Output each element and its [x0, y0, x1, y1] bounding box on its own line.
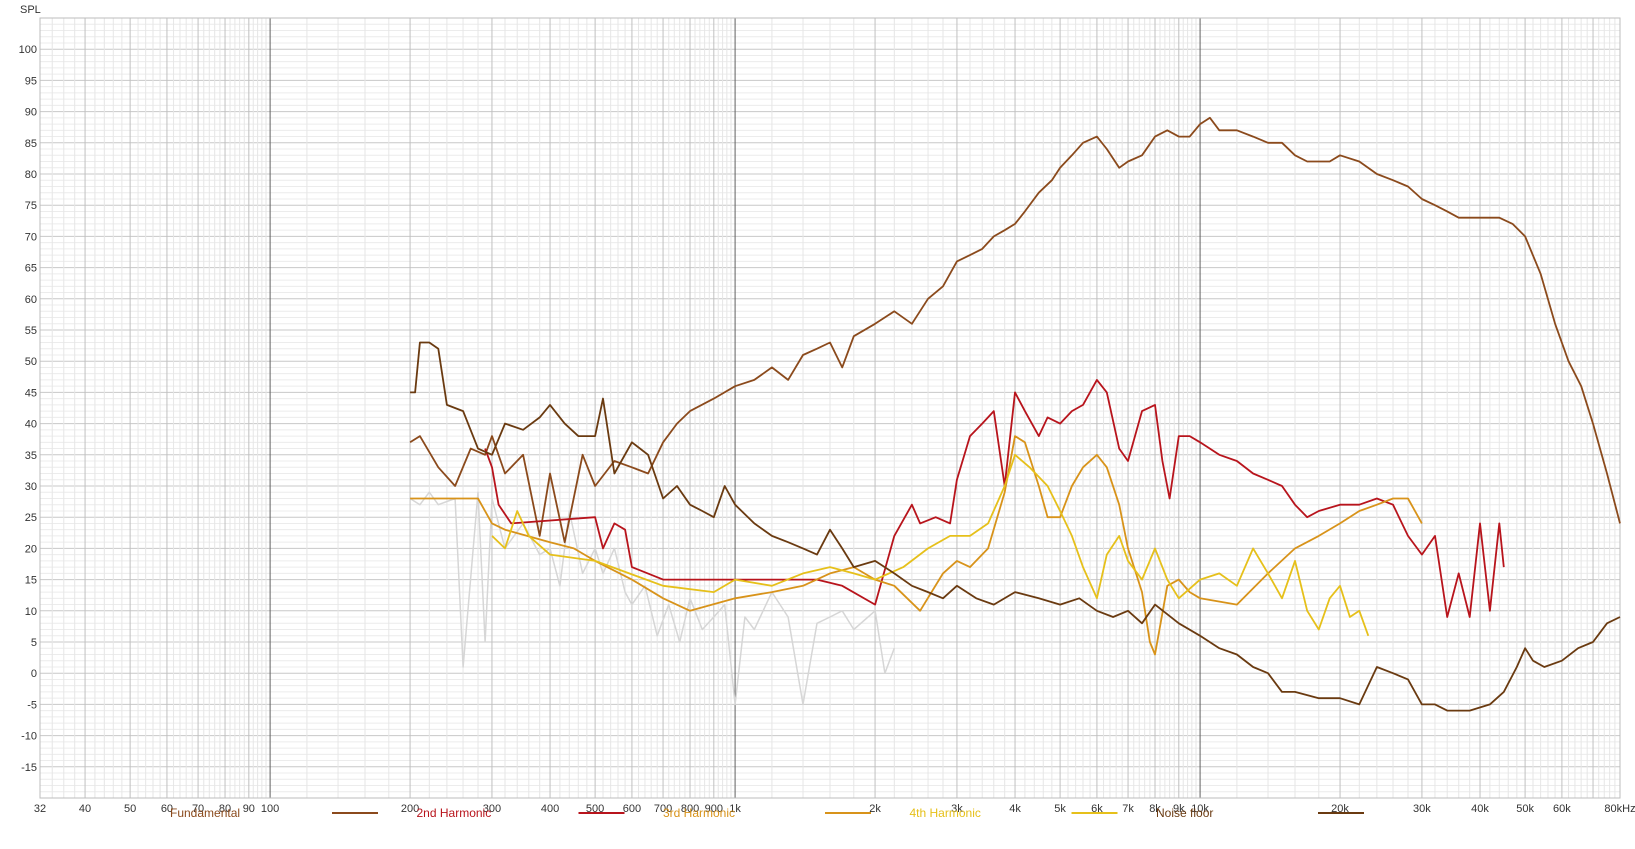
y-tick-label: 90: [25, 107, 37, 119]
grid: [39, 17, 1621, 799]
y-tick-label: -5: [27, 699, 37, 711]
x-tick-label: 400: [541, 803, 559, 815]
y-tick-label: 35: [25, 450, 37, 462]
x-tick-label: 50k: [1516, 803, 1534, 815]
x-tick-label: 100: [261, 803, 279, 815]
x-tick-label: 40: [79, 803, 91, 815]
x-axis: 32 40 50 60 70 80 90 100 200 300 400 500 600 700 800 90…: [34, 803, 1635, 815]
series-line-2nd-harmonic: [484, 379, 1505, 618]
legend-label: 3rd Harmonic: [663, 806, 735, 820]
series-line-4th-harmonic: [491, 453, 1370, 637]
x-tick-label: 300: [483, 803, 501, 815]
x-tick-label: 9k: [1173, 803, 1185, 815]
x-tick-label: 70: [192, 803, 204, 815]
x-tick-label: 10k: [1191, 803, 1209, 815]
y-tick-label: 40: [25, 419, 37, 431]
y-tick-label: 70: [25, 231, 37, 243]
legend-label: 4th Harmonic: [910, 806, 981, 820]
y-tick-label: 50: [25, 356, 37, 368]
y-tick-label: 65: [25, 263, 37, 275]
y-tick-label: -10: [21, 731, 37, 743]
y-tick-label: 80: [25, 169, 37, 181]
y-tick-label: 45: [25, 387, 37, 399]
series-line-3rd-harmonic: [410, 435, 1423, 656]
y-tick-label: 60: [25, 294, 37, 306]
x-tick-label: 3k: [951, 803, 963, 815]
series-group: [409, 116, 1621, 712]
legend-label: Noise floor: [1156, 806, 1213, 820]
legend-label: 2nd Harmonic: [417, 806, 492, 820]
legend: Fundamental 2nd Harmonic 3rd Harmonic 4th H…: [170, 806, 1364, 820]
x-tick-label: 80: [219, 803, 231, 815]
x-tick-label: 700: [654, 803, 672, 815]
x-tick-label: 90: [243, 803, 255, 815]
y-tick-label: 10: [25, 606, 37, 618]
y-tick-label: 20: [25, 543, 37, 555]
x-tick-label: 80kHz: [1604, 803, 1635, 815]
x-tick-label: 30k: [1413, 803, 1431, 815]
y-tick-label: 30: [25, 481, 37, 493]
y-tick-label: 85: [25, 138, 37, 150]
x-tick-label: 60k: [1553, 803, 1571, 815]
x-tick-label: 7k: [1122, 803, 1134, 815]
series-line-noise-floor: [410, 341, 1621, 712]
x-tick-label: 40k: [1471, 803, 1489, 815]
y-tick-label: 15: [25, 575, 37, 587]
y-axis: SPL 100959085807570656055504540353025201…: [19, 4, 41, 774]
y-tick-label: 55: [25, 325, 37, 337]
x-tick-label: 8k: [1149, 803, 1161, 815]
y-tick-label: 0: [31, 668, 37, 680]
y-tick-label: 75: [25, 200, 37, 212]
y-tick-label: 95: [25, 75, 37, 87]
series-line-gray-trace: [409, 491, 896, 706]
plot-border: [39, 17, 1621, 799]
x-tick-label: 50: [124, 803, 136, 815]
y-tick-label: -15: [21, 762, 37, 774]
y-tick-label: 5: [31, 637, 37, 649]
x-tick-label: 4k: [1009, 803, 1021, 815]
x-tick-label: 60: [161, 803, 173, 815]
x-tick-label: 200: [401, 803, 419, 815]
x-tick-label: 2k: [869, 803, 881, 815]
y-tick-label: 100: [19, 44, 37, 56]
x-tick-label: 1k: [729, 803, 741, 815]
x-tick-label: 32: [34, 803, 46, 815]
legend-label: Fundamental: [170, 806, 240, 820]
x-tick-label: 600: [623, 803, 641, 815]
y-tick-label: 25: [25, 512, 37, 524]
y-axis-label: SPL: [20, 4, 41, 16]
x-tick-label: 5k: [1054, 803, 1066, 815]
x-tick-label: 900: [705, 803, 723, 815]
x-tick-label: 800: [681, 803, 699, 815]
